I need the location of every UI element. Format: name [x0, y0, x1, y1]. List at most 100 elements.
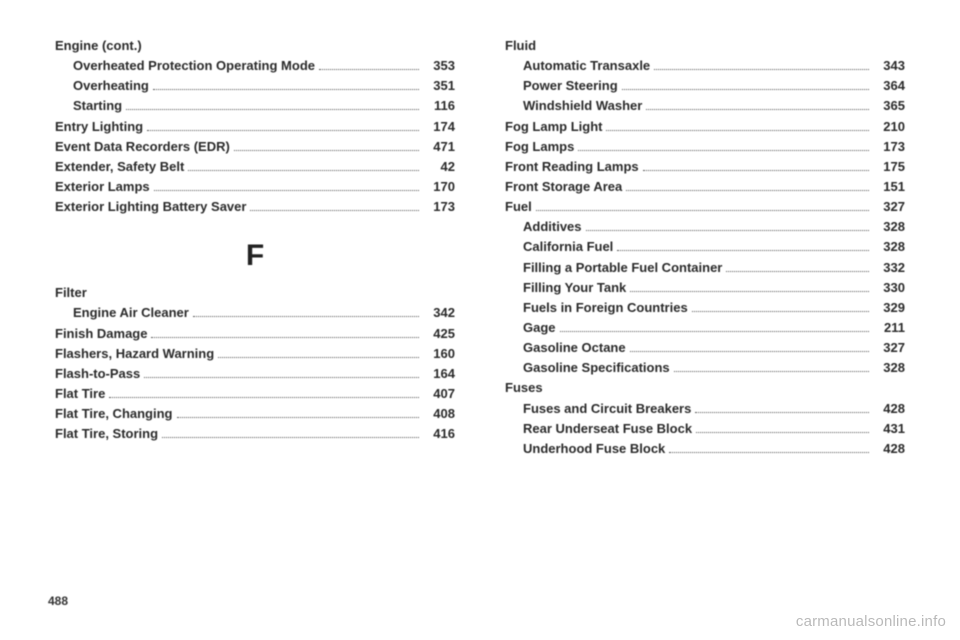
entry-label: Flashers, Hazard Warning	[55, 344, 214, 364]
leader-dots	[153, 89, 419, 90]
entry-label: Fog Lamps	[505, 137, 574, 157]
index-entry: Flat Tire, Changing408	[55, 404, 455, 424]
index-entry: Gage211	[505, 318, 905, 338]
entry-label: Gage	[505, 318, 556, 338]
index-entry: Event Data Recorders (EDR)471	[55, 137, 455, 157]
index-entry: Entry Lighting174	[55, 117, 455, 137]
entry-page: 407	[423, 384, 455, 404]
entry-page: 175	[873, 157, 905, 177]
index-entry: Fuels in Foreign Countries 329	[505, 298, 905, 318]
leader-dots	[126, 109, 419, 110]
leader-dots	[218, 357, 419, 358]
leader-dots	[109, 397, 419, 398]
leader-dots	[696, 432, 869, 433]
entry-page: 327	[873, 197, 905, 217]
entry-label: Exterior Lighting Battery Saver	[55, 197, 246, 217]
watermark: carmanualsonline.info	[796, 613, 946, 630]
index-entry: Power Steering364	[505, 76, 905, 96]
entry-page: 329	[873, 298, 905, 318]
leader-dots	[654, 69, 869, 70]
leader-dots	[692, 311, 869, 312]
entry-page: 42	[423, 157, 455, 177]
entry-label: Overheated Protection Operating Mode	[55, 56, 315, 76]
index-entry: Filling Your Tank330	[505, 278, 905, 298]
entry-page: 425	[423, 324, 455, 344]
index-entry: Fog Lamp Light210	[505, 117, 905, 137]
index-entry: Front Storage Area 151	[505, 177, 905, 197]
right-column: FluidAutomatic Transaxle343Power Steerin…	[505, 36, 905, 459]
entry-label: Filling a Portable Fuel Container	[505, 258, 722, 278]
entry-page: 164	[423, 364, 455, 384]
leader-dots	[560, 331, 869, 332]
index-entry: Windshield Washer 365	[505, 96, 905, 116]
entry-label: Fuels in Foreign Countries	[505, 298, 688, 318]
entry-page: 328	[873, 358, 905, 378]
entry-label: Flat Tire, Storing	[55, 424, 158, 444]
entry-label: Entry Lighting	[55, 117, 143, 137]
index-entry: Starting116	[55, 96, 455, 116]
index-entry: Automatic Transaxle 343	[505, 56, 905, 76]
index-entry: Additives328	[505, 217, 905, 237]
entry-label: Engine (cont.)	[55, 36, 142, 56]
entry-page: 364	[873, 76, 905, 96]
entry-label: Event Data Recorders (EDR)	[55, 137, 230, 157]
entry-label: Engine Air Cleaner	[55, 303, 189, 323]
index-entry: Gasoline Octane327	[505, 338, 905, 358]
entry-label: Finish Damage	[55, 324, 147, 344]
entry-page: 116	[423, 96, 455, 116]
index-entry: Flashers, Hazard Warning160	[55, 344, 455, 364]
page-number: 488	[48, 594, 68, 608]
entry-label: Automatic Transaxle	[505, 56, 650, 76]
index-entry: Engine Air Cleaner 342	[55, 303, 455, 323]
leader-dots	[177, 417, 420, 418]
entry-label: California Fuel	[505, 237, 613, 257]
leader-dots	[622, 89, 869, 90]
index-entry: California Fuel328	[505, 237, 905, 257]
leader-dots	[536, 210, 869, 211]
entry-page: 327	[873, 338, 905, 358]
entry-label: Rear Underseat Fuse Block	[505, 419, 692, 439]
index-page: Engine (cont.)Overheated Protection Oper…	[0, 0, 960, 459]
index-entry: Exterior Lighting Battery Saver173	[55, 197, 455, 217]
leader-dots	[319, 69, 419, 70]
leader-dots	[144, 377, 419, 378]
index-entry: Rear Underseat Fuse Block431	[505, 419, 905, 439]
leader-dots	[151, 337, 419, 338]
entry-label: Flash-to-Pass	[55, 364, 140, 384]
entry-label: Front Reading Lamps	[505, 157, 639, 177]
leader-dots	[630, 291, 869, 292]
entry-page: 330	[873, 278, 905, 298]
leader-dots	[154, 190, 419, 191]
leader-dots	[578, 150, 869, 151]
leader-dots	[695, 412, 869, 413]
index-entry: Fog Lamps173	[505, 137, 905, 157]
leader-dots	[669, 452, 869, 453]
entry-page: 210	[873, 117, 905, 137]
index-entry: Fuses and Circuit Breakers428	[505, 399, 905, 419]
index-entry: Filling a Portable Fuel Container332	[505, 258, 905, 278]
entry-label: Overheating	[55, 76, 149, 96]
entry-page: 351	[423, 76, 455, 96]
entry-page: 365	[873, 96, 905, 116]
leader-dots	[643, 170, 869, 171]
entry-label: Windshield Washer	[505, 96, 642, 116]
entry-page: 408	[423, 404, 455, 424]
leader-dots	[586, 230, 869, 231]
entry-page: 151	[873, 177, 905, 197]
entry-label: Flat Tire	[55, 384, 105, 404]
entry-label: Fuel	[505, 197, 532, 217]
index-entry: Engine (cont.)	[55, 36, 455, 56]
section-letter: F	[55, 239, 455, 273]
leader-dots	[193, 316, 419, 317]
index-entry: Exterior Lamps170	[55, 177, 455, 197]
entry-page: 343	[873, 56, 905, 76]
leader-dots	[626, 190, 869, 191]
entry-label: Fuses	[505, 378, 543, 398]
entry-label: Gasoline Specifications	[505, 358, 670, 378]
left-column: Engine (cont.)Overheated Protection Oper…	[55, 36, 455, 459]
entry-label: Front Storage Area	[505, 177, 622, 197]
leader-dots	[250, 210, 419, 211]
index-entry: Flash-to-Pass 164	[55, 364, 455, 384]
entry-label: Filter	[55, 283, 87, 303]
entry-page: 342	[423, 303, 455, 323]
